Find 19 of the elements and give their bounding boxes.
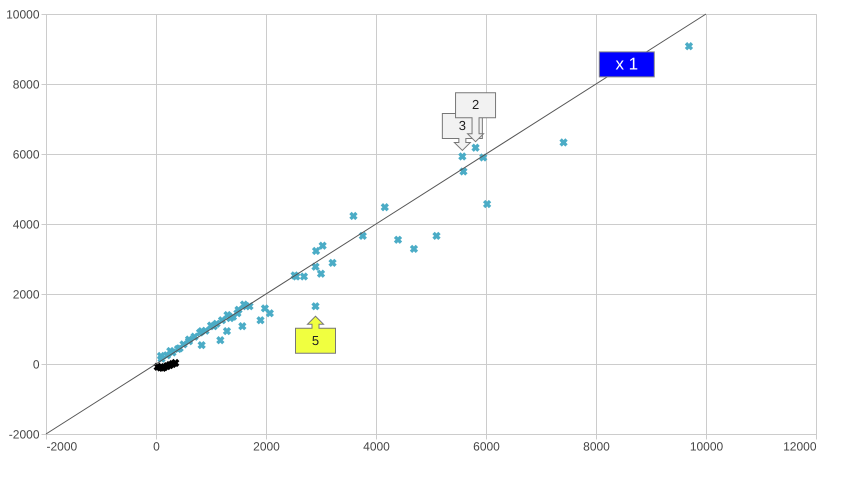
y-tick-label: 0 bbox=[32, 358, 40, 372]
x-tick-label: 4000 bbox=[363, 440, 390, 454]
y-tick-label: 4000 bbox=[12, 218, 40, 232]
y-tick-label: 6000 bbox=[12, 148, 40, 162]
annotation: 5 bbox=[312, 332, 320, 348]
y-tick-label: 10000 bbox=[6, 8, 40, 22]
annotation: 3 bbox=[458, 118, 466, 133]
x-tick-label: 6000 bbox=[473, 440, 500, 454]
y-tick-label: -2000 bbox=[8, 428, 40, 442]
series-label: x 1 bbox=[615, 54, 638, 74]
x-tick-label: 12000 bbox=[783, 440, 817, 454]
x-tick-label: 2000 bbox=[253, 440, 280, 454]
y-tick-label: 2000 bbox=[12, 288, 40, 302]
x-tick-label: 10000 bbox=[690, 440, 724, 454]
x-tick-label: 0 bbox=[153, 440, 160, 454]
x-tick-label: -2000 bbox=[46, 440, 78, 454]
x-tick-label: 8000 bbox=[583, 440, 610, 454]
annotation: 2 bbox=[472, 97, 480, 112]
y-tick-label: 8000 bbox=[12, 78, 40, 92]
